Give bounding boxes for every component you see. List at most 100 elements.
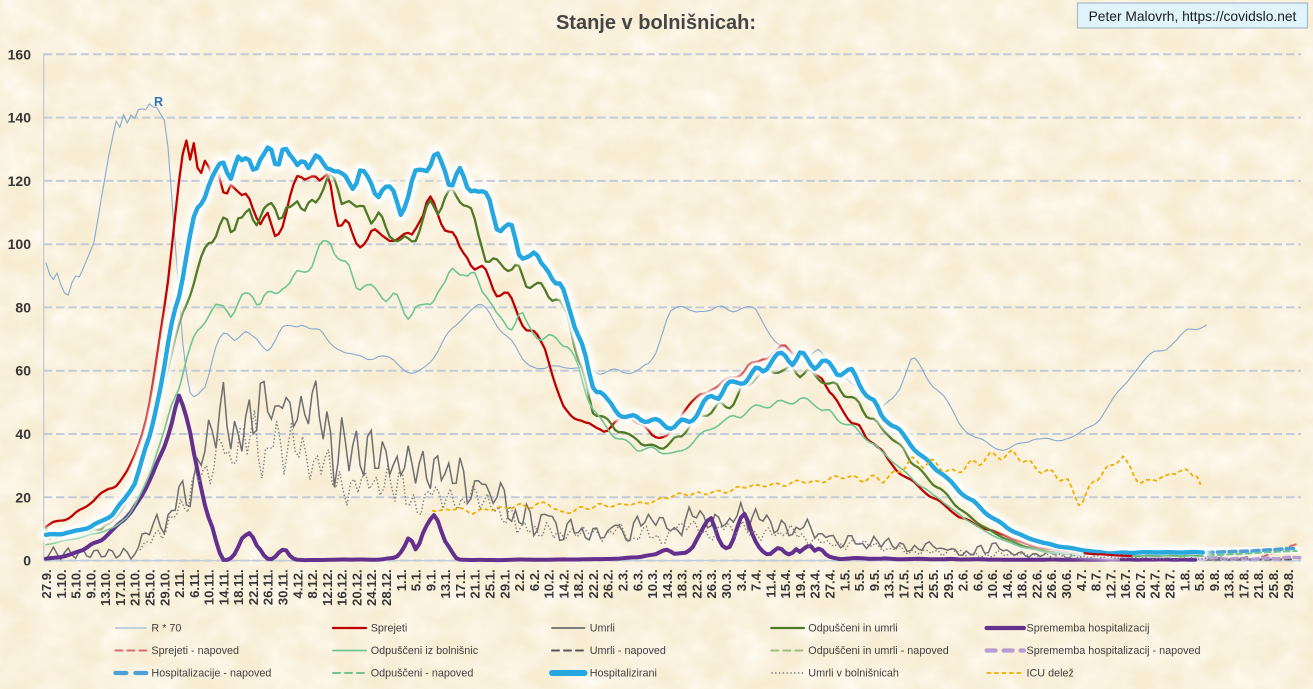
svg-text:28.7.: 28.7. [1163,569,1178,598]
svg-text:25.5.: 25.5. [926,569,941,598]
svg-text:5.8.: 5.8. [1192,569,1207,591]
svg-text:Stanje v bolnišnicah:: Stanje v bolnišnicah: [556,12,756,34]
svg-text:13.5.: 13.5. [882,569,897,598]
svg-text:26.6.: 26.6. [1044,569,1059,598]
svg-text:21.10.: 21.10. [128,569,143,606]
svg-text:10.6.: 10.6. [985,569,1000,598]
svg-text:30.3.: 30.3. [719,569,734,598]
svg-text:21.5.: 21.5. [911,569,926,598]
svg-text:21.1.: 21.1. [468,569,483,598]
svg-text:Sprejeti: Sprejeti [371,623,408,635]
svg-text:Odpuščeni in umrli - napoved: Odpuščeni in umrli - napoved [808,645,948,657]
svg-text:12.7.: 12.7. [1103,569,1118,598]
svg-text:11.4.: 11.4. [763,569,778,598]
svg-text:28.12.: 28.12. [379,569,394,606]
svg-text:22.2.: 22.2. [586,569,601,598]
svg-text:14.11.: 14.11. [216,569,231,605]
svg-text:14.6.: 14.6. [1000,569,1015,598]
svg-text:40: 40 [15,426,31,442]
svg-text:18.6.: 18.6. [1015,569,1030,598]
svg-text:17.5.: 17.5. [896,569,911,598]
svg-text:140: 140 [8,110,32,126]
svg-text:13.10.: 13.10. [98,569,113,606]
svg-text:6.2.: 6.2. [527,569,542,591]
svg-text:13.8.: 13.8. [1222,569,1237,598]
svg-text:0: 0 [23,553,31,569]
svg-text:20: 20 [15,489,31,505]
svg-text:9.8.: 9.8. [1207,569,1222,591]
svg-text:2.6.: 2.6. [956,569,971,591]
svg-text:10.3.: 10.3. [645,569,660,598]
svg-text:24.12.: 24.12. [364,569,379,606]
svg-text:29.5.: 29.5. [941,569,956,598]
svg-text:21.8.: 21.8. [1251,569,1266,598]
svg-text:Umrli v bolnišnicah: Umrli v bolnišnicah [808,668,899,680]
svg-text:17.8.: 17.8. [1236,569,1251,598]
svg-text:25.8.: 25.8. [1266,569,1281,598]
svg-text:6.3.: 6.3. [630,569,645,591]
svg-text:10.11.: 10.11. [202,569,217,605]
svg-text:Sprememba hospitalizacij: Sprememba hospitalizacij [1027,623,1150,635]
svg-text:60: 60 [15,363,31,379]
svg-text:16.7.: 16.7. [1118,569,1133,598]
svg-text:Odpuščeni iz bolnišnic: Odpuščeni iz bolnišnic [371,645,479,657]
svg-text:1.5.: 1.5. [837,569,852,591]
svg-text:22.6.: 22.6. [1029,569,1044,598]
svg-text:2.2.: 2.2. [512,569,527,591]
svg-text:100: 100 [8,236,32,252]
svg-text:29.8.: 29.8. [1281,569,1296,598]
svg-text:6.11.: 6.11. [187,569,202,598]
svg-text:20.7.: 20.7. [1133,569,1148,598]
svg-text:ICU delež: ICU delež [1027,668,1074,680]
svg-text:80: 80 [15,299,31,315]
svg-text:Umrli: Umrli [590,623,615,635]
svg-text:10.2.: 10.2. [542,569,557,598]
svg-text:14.2.: 14.2. [556,569,571,598]
svg-text:6.6.: 6.6. [970,569,985,591]
svg-text:3.4.: 3.4. [734,569,749,591]
svg-text:17.10.: 17.10. [113,569,128,606]
svg-text:5.5.: 5.5. [852,569,867,591]
svg-text:9.10.: 9.10. [83,569,98,598]
svg-text:Peter Malovrh, https://covidsl: Peter Malovrh, https://covidslo.net [1089,9,1297,24]
svg-text:22.3.: 22.3. [689,569,704,598]
svg-text:1.8.: 1.8. [1177,569,1192,591]
svg-text:Hospitalizacije - napoved: Hospitalizacije - napoved [151,668,271,680]
svg-text:16.12.: 16.12. [335,569,350,606]
svg-text:Sprejeti - napoved: Sprejeti - napoved [151,645,239,657]
svg-text:24.7.: 24.7. [1148,569,1163,598]
svg-text:12.12.: 12.12. [320,569,335,606]
svg-text:26.3.: 26.3. [704,569,719,598]
svg-text:5.10.: 5.10. [69,569,84,598]
svg-text:30.11.: 30.11. [276,569,291,605]
svg-text:1.1.: 1.1. [394,569,409,591]
svg-text:Hospitalizirani: Hospitalizirani [590,668,657,680]
svg-text:2.3.: 2.3. [616,569,631,591]
svg-text:27.9.: 27.9. [39,569,54,598]
svg-text:22.11.: 22.11. [246,569,261,605]
svg-text:19.4.: 19.4. [793,569,808,598]
svg-text:2.11.: 2.11. [172,569,187,598]
svg-text:160: 160 [8,46,32,62]
svg-text:R * 70: R * 70 [151,623,181,635]
svg-text:R: R [154,95,163,109]
svg-text:120: 120 [8,173,32,189]
svg-text:13.1.: 13.1. [438,569,453,598]
svg-text:25.10.: 25.10. [143,569,158,606]
svg-text:Sprememba hospitalizacij - nap: Sprememba hospitalizacij - napoved [1027,645,1201,657]
svg-text:8.7.: 8.7. [1089,569,1104,591]
svg-text:18.2.: 18.2. [571,569,586,598]
svg-text:9.5.: 9.5. [867,569,882,591]
svg-text:9.1.: 9.1. [423,569,438,591]
svg-text:7.4.: 7.4. [749,569,764,591]
svg-text:Umrli - napoved: Umrli - napoved [590,645,666,657]
svg-text:26.2.: 26.2. [601,569,616,598]
svg-text:15.4.: 15.4. [778,569,793,598]
svg-text:Odpuščeni in umrli: Odpuščeni in umrli [808,623,897,635]
svg-text:29.10.: 29.10. [157,569,172,606]
svg-text:25.1.: 25.1. [483,569,498,598]
svg-text:5.1.: 5.1. [409,569,424,591]
svg-text:4.7.: 4.7. [1074,569,1089,591]
svg-text:18.11.: 18.11. [231,569,246,605]
svg-text:27.4.: 27.4. [823,569,838,598]
